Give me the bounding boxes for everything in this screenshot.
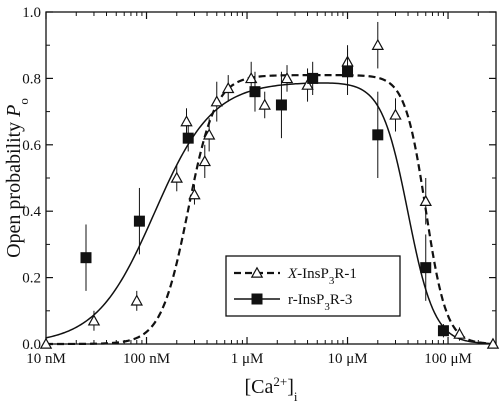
y-tick-label: 0.0	[22, 337, 41, 353]
legend-label-series-1: X-InsP3R-1	[287, 266, 357, 287]
y-axis-label: Open probability Po	[3, 98, 31, 258]
x-tick-label: 1 μM	[231, 351, 264, 367]
data-point-series-2	[342, 66, 354, 78]
legend-marker-series-2	[251, 293, 263, 305]
data-point-series-1	[202, 128, 216, 140]
series-layer	[39, 21, 500, 349]
data-point-series-1	[221, 81, 235, 94]
legend-box	[225, 255, 401, 317]
y-tick-label: 0.6	[22, 138, 41, 154]
legend: X-InsP3R-1 r-InsP3R-3	[225, 255, 401, 317]
data-point-series-1	[188, 188, 201, 200]
data-point-series-1	[371, 38, 385, 50]
data-point-series-1	[130, 294, 143, 306]
data-point-series-1	[244, 71, 258, 84]
axis-labels: [Ca2+]i Open probability Po	[3, 98, 298, 403]
data-point-series-1	[486, 337, 500, 349]
data-point-series-2	[420, 262, 432, 274]
y-tick-label: 0.8	[22, 71, 41, 87]
data-point-series-1	[280, 71, 294, 84]
data-point-series-2	[133, 215, 145, 227]
data-point-series-1	[198, 154, 212, 167]
legend-marker-series-1	[250, 266, 264, 278]
data-point-series-1	[210, 95, 223, 107]
data-point-series-2	[249, 86, 261, 98]
legend-label-series-2: r-InsP3R-3	[288, 292, 352, 313]
data-point-series-1	[258, 98, 271, 110]
data-point-series-2	[437, 325, 449, 337]
y-tick-label: 0.2	[22, 271, 41, 287]
x-tick-label: 10 μM	[327, 351, 367, 367]
data-point-series-2	[307, 72, 319, 84]
data-point-series-1	[301, 78, 314, 90]
data-point-series-1	[389, 108, 402, 120]
x-tick-label: 100 nM	[123, 351, 170, 367]
data-point-series-1	[453, 327, 466, 339]
data-point-series-2	[80, 252, 92, 264]
data-point-series-1	[87, 314, 101, 326]
data-point-series-1	[419, 194, 432, 206]
x-tick-label: 10 nM	[26, 351, 66, 367]
data-point-series-1	[180, 115, 193, 127]
data-point-series-2	[372, 129, 384, 141]
data-point-series-2	[182, 132, 194, 144]
data-point-series-1	[170, 171, 183, 183]
data-point-series-1	[39, 337, 53, 349]
x-axis-label: [Ca2+]i	[244, 374, 297, 404]
axes: 0.0 0.2 0.4 0.6 0.8 1.0 10 nM 100 nM 1 μM 10 μM 10…	[22, 5, 497, 367]
y-tick-label: 0.4	[22, 204, 41, 220]
data-point-series-2	[275, 99, 287, 111]
fit-curve-series-1	[46, 74, 497, 346]
x-tick-label: 100 μM	[424, 351, 472, 367]
y-tick-label: 1.0	[22, 5, 41, 21]
